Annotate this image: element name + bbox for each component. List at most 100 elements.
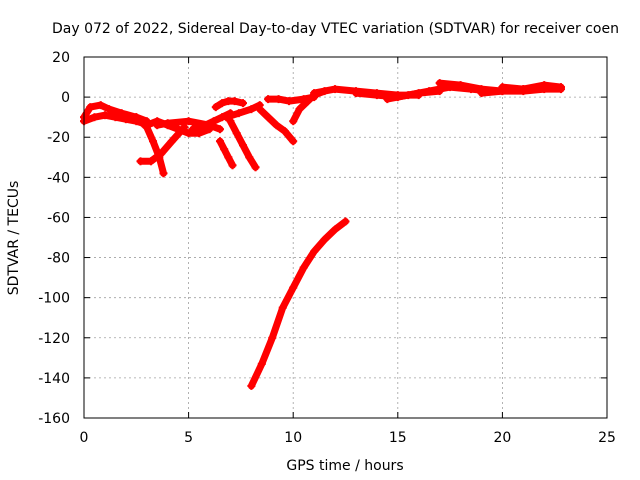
data-point [519, 85, 528, 94]
data-point [285, 97, 294, 106]
x-tick-label: 5 [184, 430, 193, 446]
data-point [220, 145, 229, 154]
data-point [232, 129, 241, 138]
data-point [136, 157, 145, 166]
data-point [272, 121, 281, 130]
data-point [142, 121, 151, 130]
data-point [351, 89, 360, 98]
x-tick-label: 10 [284, 430, 302, 446]
y-tick-label: -20 [47, 130, 70, 146]
x-tick-label: 0 [80, 430, 89, 446]
data-point [372, 91, 381, 100]
data-point [86, 103, 95, 112]
data-point [132, 113, 141, 122]
data-point [556, 83, 565, 92]
data-point [238, 99, 247, 108]
x-tick-label: 25 [598, 430, 616, 446]
series-line-pass-21 [247, 218, 349, 390]
data-point [404, 91, 413, 100]
y-tick-label: -140 [38, 371, 70, 387]
series-line-pass-20 [498, 81, 565, 93]
data-point [96, 101, 105, 110]
y-tick-label: -40 [47, 170, 70, 186]
data-point [238, 141, 247, 150]
data-point [289, 283, 298, 292]
data-point [251, 163, 260, 172]
y-axis-label: SDTVAR / TECUs [6, 181, 22, 296]
y-tick-label: -100 [38, 291, 70, 307]
x-axis-label: GPS time / hours [286, 458, 403, 474]
data-point [157, 149, 166, 158]
data-point [295, 105, 304, 114]
series-line-pass-9 [216, 137, 236, 169]
data-traces [80, 79, 565, 390]
chart-title: Day 072 of 2022, Sidereal Day-to-day VTE… [52, 21, 619, 37]
ticks: 0 5 10 15 20 25 -160 -140 -120 -100 -80 -60 -40 -20 0 2… [38, 50, 616, 446]
y-tick-label: -80 [47, 251, 70, 267]
data-point [289, 117, 298, 126]
data-point [184, 117, 193, 126]
data-point [222, 113, 231, 122]
data-point [299, 263, 308, 272]
data-point [146, 157, 155, 166]
data-point [435, 79, 444, 88]
data-point [215, 125, 224, 134]
data-point [159, 169, 168, 178]
data-point [90, 113, 99, 122]
data-point [234, 109, 243, 118]
data-point [247, 105, 256, 114]
data-point [111, 113, 120, 122]
data-point [188, 125, 197, 134]
y-tick-label: 20 [52, 50, 70, 66]
data-point [303, 97, 312, 106]
data-point [498, 83, 507, 92]
data-point [245, 153, 254, 162]
data-point [153, 121, 162, 130]
data-point [289, 137, 298, 146]
data-point [456, 81, 465, 90]
data-point [341, 217, 350, 226]
data-point [540, 81, 549, 90]
data-point [280, 127, 289, 136]
data-point [331, 85, 340, 94]
data-point [105, 105, 114, 114]
data-point [209, 117, 218, 126]
grid [84, 57, 607, 418]
data-point [224, 153, 233, 162]
data-point [268, 333, 277, 342]
data-point [211, 103, 220, 112]
x-tick-label: 20 [493, 430, 511, 446]
series-line-pass-11 [222, 101, 264, 121]
y-tick-label: -60 [47, 210, 70, 226]
data-point [255, 105, 264, 114]
data-point [320, 235, 329, 244]
data-point [247, 381, 256, 390]
plot-frame [83, 56, 608, 419]
data-point [167, 137, 176, 146]
data-point [228, 161, 237, 170]
data-point [184, 129, 193, 138]
data-point [201, 121, 210, 130]
data-point [331, 225, 340, 234]
data-point [425, 87, 434, 96]
data-point [264, 95, 273, 104]
data-point [274, 95, 283, 104]
data-point [257, 359, 266, 368]
data-point [264, 113, 273, 122]
data-point [215, 137, 224, 146]
data-point [100, 111, 109, 120]
y-tick-label: -120 [38, 331, 70, 347]
data-point [230, 97, 239, 106]
y-tick-label: 0 [61, 90, 70, 106]
data-point [477, 89, 486, 98]
data-point [174, 125, 183, 134]
data-point [310, 247, 319, 256]
y-tick-label: -160 [38, 411, 70, 427]
data-point [121, 115, 130, 124]
data-point [163, 119, 172, 128]
data-point [218, 99, 227, 108]
data-point [310, 89, 319, 98]
x-tick-label: 15 [389, 430, 407, 446]
data-point [149, 137, 158, 146]
